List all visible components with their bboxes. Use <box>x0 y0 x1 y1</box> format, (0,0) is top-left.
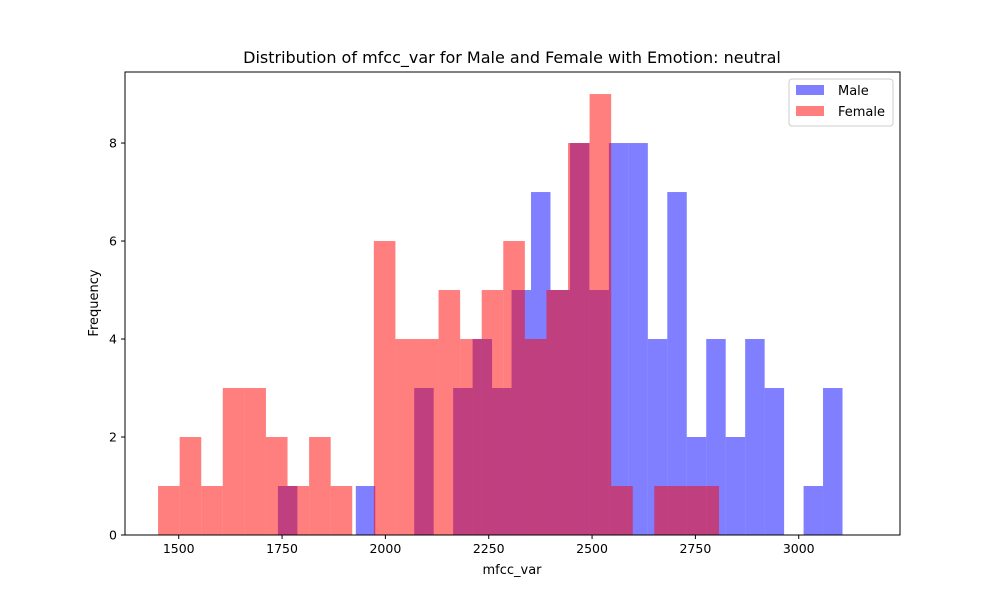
bar-female-25 <box>697 486 720 535</box>
legend-label-male: Male <box>838 84 869 99</box>
bar-female-7 <box>309 437 331 535</box>
chart-title: Distribution of mfcc_var for Male and Fe… <box>243 48 781 68</box>
x-tick-label: 1500 <box>163 541 195 556</box>
bar-female-12 <box>416 339 439 535</box>
bar-male-23 <box>725 437 746 535</box>
bar-female-5 <box>265 437 288 535</box>
y-tick-label: 8 <box>109 136 117 151</box>
bar-female-1 <box>179 437 202 535</box>
x-tick-label: 1750 <box>266 541 298 556</box>
bar-female-4 <box>244 388 266 535</box>
bar-male-17 <box>608 143 629 536</box>
bar-female-14 <box>460 339 482 535</box>
y-tick-label: 0 <box>109 528 117 543</box>
bar-female-19 <box>568 143 590 536</box>
bar-male-18 <box>628 143 648 536</box>
bar-male-4 <box>355 486 376 535</box>
bar-female-3 <box>222 388 245 535</box>
legend: Male Female <box>788 78 894 127</box>
x-tick-label: 2250 <box>473 541 505 556</box>
bar-male-20 <box>667 192 687 536</box>
bar-male-25 <box>764 388 785 535</box>
bar-female-16 <box>503 241 525 535</box>
bar-male-19 <box>647 339 668 535</box>
bar-male-24 <box>745 339 765 535</box>
y-tick-label: 2 <box>109 430 117 445</box>
bar-female-23 <box>654 486 676 535</box>
legend-swatch-male <box>796 85 824 95</box>
y-axis-title: Frequency <box>87 269 102 336</box>
x-tick-label: 3000 <box>783 541 815 556</box>
bar-female-17 <box>524 339 547 535</box>
x-tick-label: 2500 <box>576 541 608 556</box>
x-tick-label: 2750 <box>679 541 711 556</box>
bar-female-11 <box>395 339 417 535</box>
legend-swatch-female <box>796 106 824 116</box>
legend-label-female: Female <box>838 105 885 120</box>
bar-female-20 <box>589 94 612 536</box>
x-axis-title: mfcc_var <box>482 563 542 578</box>
bar-female-2 <box>201 486 223 535</box>
y-axis-ticks: 0 2 4 6 8 <box>109 136 125 543</box>
bar-female-0 <box>158 486 180 535</box>
bar-female-13 <box>438 290 461 535</box>
bar-male-28 <box>823 388 843 535</box>
bar-female-21 <box>611 486 633 535</box>
bars-layer <box>158 94 843 536</box>
bar-female-10 <box>373 241 396 535</box>
x-axis-ticks: 1500 1750 2000 2250 2500 2750 3000 <box>163 535 815 556</box>
bar-female-18 <box>546 290 569 535</box>
plot-frame <box>124 71 901 536</box>
bar-male-27 <box>803 486 824 535</box>
y-tick-label: 4 <box>109 332 117 347</box>
y-tick-label: 6 <box>109 234 117 249</box>
bar-male-22 <box>706 339 726 535</box>
bar-female-6 <box>287 486 310 535</box>
bar-female-24 <box>675 486 698 535</box>
bar-female-8 <box>330 486 353 535</box>
bar-female-15 <box>481 290 504 535</box>
x-tick-label: 2000 <box>369 541 401 556</box>
